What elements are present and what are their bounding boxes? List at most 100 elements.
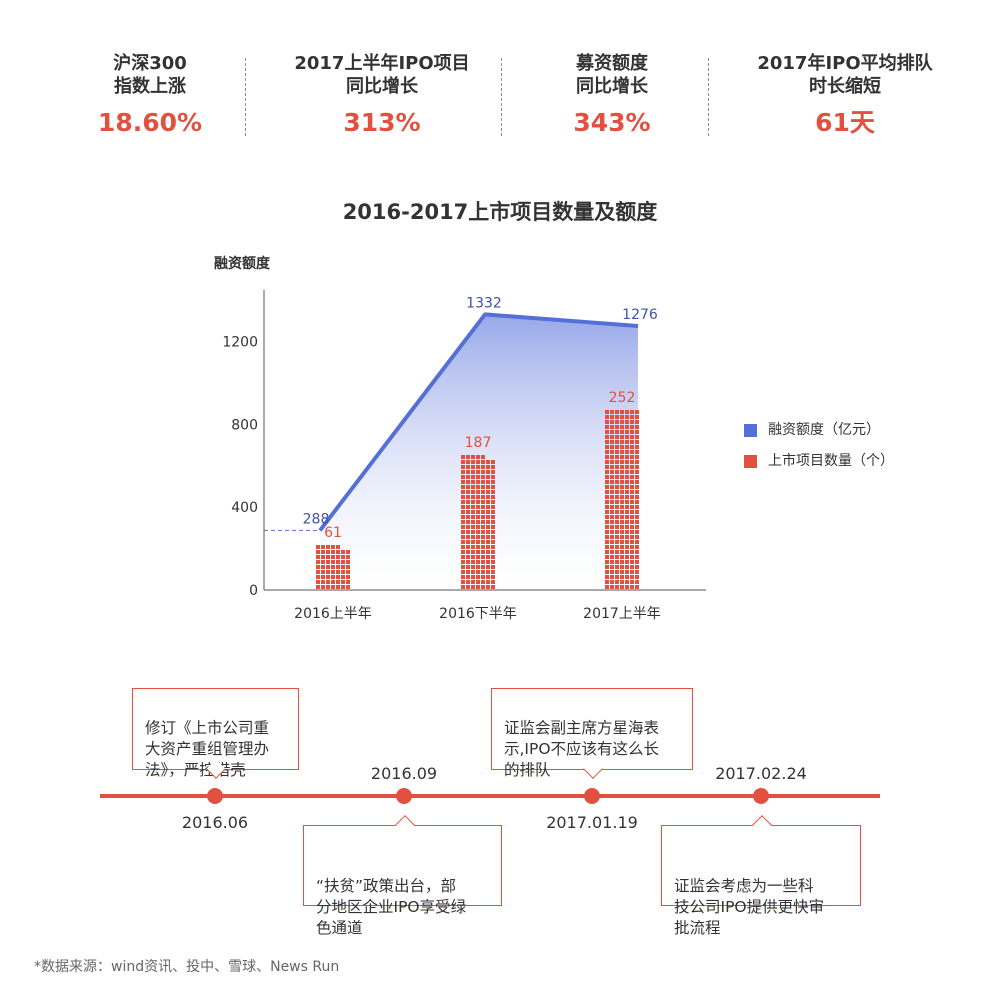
callout-pointer [395, 815, 415, 835]
bar-unit [466, 490, 470, 494]
bar-unit [481, 585, 485, 589]
bar-unit [635, 470, 639, 474]
data-label-listings: 252 [609, 390, 636, 406]
bar-unit [491, 490, 495, 494]
bar-unit [486, 530, 490, 534]
bar-unit [620, 445, 624, 449]
bar-unit [476, 485, 480, 489]
bar-unit [341, 585, 345, 589]
bar-unit [630, 430, 634, 434]
x-tick-label: 2017上半年 [583, 606, 661, 622]
bar-unit [605, 500, 609, 504]
bar-unit [635, 460, 639, 464]
bar-unit [461, 455, 465, 459]
bar-unit [476, 545, 480, 549]
bar-unit [316, 575, 320, 579]
bar-unit [620, 460, 624, 464]
bar-unit [346, 580, 350, 584]
bar-unit [461, 490, 465, 494]
bar-unit [635, 545, 639, 549]
bar-unit [630, 510, 634, 514]
bar-unit [461, 505, 465, 509]
bar-unit [630, 505, 634, 509]
bar-unit [605, 535, 609, 539]
bar-unit [466, 500, 470, 504]
bar-unit [481, 555, 485, 559]
bar-unit [471, 570, 475, 574]
bar-unit [625, 550, 629, 554]
bar-unit [491, 565, 495, 569]
bar-unit [615, 455, 619, 459]
bar-unit [461, 500, 465, 504]
kpi-ipo-growth: 2017上半年IPO项目 同比增长 313% [272, 52, 492, 140]
bar-unit [610, 515, 614, 519]
bar-unit [635, 560, 639, 564]
bar-unit [615, 545, 619, 549]
bar-unit [481, 560, 485, 564]
bar-unit [471, 460, 475, 464]
bar-unit [476, 490, 480, 494]
bar-unit [461, 525, 465, 529]
bar-unit [615, 490, 619, 494]
bar-unit [625, 430, 629, 434]
kpi-separator [501, 58, 502, 136]
bar-unit [635, 570, 639, 574]
bar-unit [605, 445, 609, 449]
bar-unit [476, 575, 480, 579]
bar-unit [476, 525, 480, 529]
bar-unit [635, 425, 639, 429]
bar-unit [630, 455, 634, 459]
bar-listings [605, 410, 639, 589]
bar-unit [625, 490, 629, 494]
bar-unit [620, 585, 624, 589]
bar-unit [605, 435, 609, 439]
bar-unit [326, 555, 330, 559]
bar-unit [336, 565, 340, 569]
bar-unit [466, 510, 470, 514]
bar-unit [625, 530, 629, 534]
bar-unit [635, 445, 639, 449]
bar-unit [630, 570, 634, 574]
bar-unit [471, 490, 475, 494]
callout-text: 证监会考虑为一些科 技公司IPO提供更快审 批流程 [674, 877, 825, 937]
bar-unit [491, 575, 495, 579]
bar-unit [615, 410, 619, 414]
bar-unit [491, 460, 495, 464]
bar-unit [615, 510, 619, 514]
bar-unit [461, 520, 465, 524]
bar-unit [466, 525, 470, 529]
bar-unit [326, 550, 330, 554]
bar-unit [630, 475, 634, 479]
bar-unit [615, 480, 619, 484]
bar-unit [336, 570, 340, 574]
bar-unit [331, 580, 335, 584]
kpi-value: 61天 [815, 108, 875, 137]
bar-unit [610, 545, 614, 549]
bar-unit [620, 500, 624, 504]
bar-listings [316, 545, 350, 589]
bar-unit [486, 560, 490, 564]
bar-unit [466, 475, 470, 479]
bar-unit [476, 560, 480, 564]
bar-unit [610, 535, 614, 539]
bar-unit [471, 530, 475, 534]
bar-unit [605, 560, 609, 564]
kpi-value: 313% [343, 108, 421, 137]
bar-unit [471, 455, 475, 459]
bar-unit [481, 545, 485, 549]
data-label-listings: 61 [324, 525, 342, 541]
bar-unit [471, 580, 475, 584]
bar-unit [466, 455, 470, 459]
area-fundraising [320, 314, 638, 590]
timeline-callout: 证监会考虑为一些科 技公司IPO提供更快审 批流程 [661, 815, 861, 937]
bar-unit [326, 565, 330, 569]
bar-unit [620, 480, 624, 484]
bar-unit [466, 570, 470, 574]
bar-unit [620, 435, 624, 439]
bar-unit [610, 415, 614, 419]
bar-unit [635, 575, 639, 579]
bar-unit [625, 425, 629, 429]
bar-unit [461, 480, 465, 484]
bar-unit [461, 545, 465, 549]
bar-unit [486, 540, 490, 544]
